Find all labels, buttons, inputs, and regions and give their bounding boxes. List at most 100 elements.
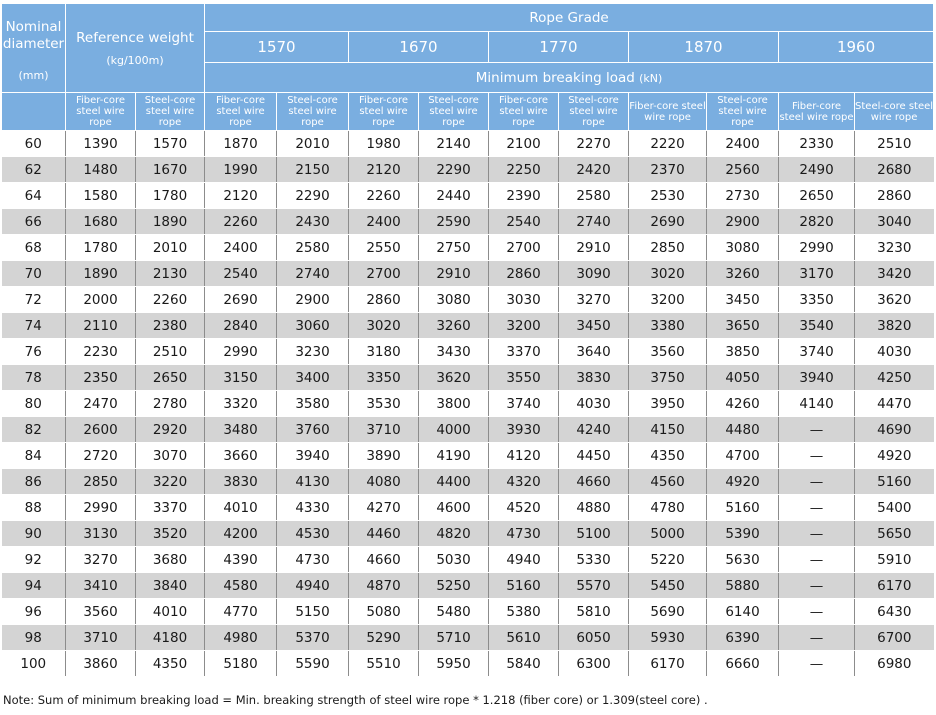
value-cell: 2920 <box>135 416 206 443</box>
diameter-cell: 94 <box>1 572 66 599</box>
value-cell: 2260 <box>135 286 206 313</box>
value-cell: 2590 <box>418 208 490 235</box>
value-cell: 6390 <box>706 624 780 651</box>
value-cell: 6050 <box>558 624 630 651</box>
value-cell: 4010 <box>135 598 206 625</box>
table-row: 92 3270 3680 4390 4730 4660 5030 4940 5330 5220 56… <box>1 546 934 573</box>
value-cell: 4030 <box>558 390 630 417</box>
value-cell: 2820 <box>778 208 856 235</box>
value-cell: 4660 <box>558 468 630 495</box>
value-cell: 3550 <box>488 364 560 391</box>
value-cell: 2700 <box>488 234 560 261</box>
value-cell: 6300 <box>558 650 630 677</box>
value-cell: 3480 <box>204 416 278 443</box>
value-cell: 3530 <box>348 390 420 417</box>
value-cell: 5160 <box>854 468 934 495</box>
g1570-fiber-core: Fiber-core steel wire rope <box>204 92 278 131</box>
diameter-cell: 60 <box>1 130 66 157</box>
reference-weight-unit: (kg/100m) <box>106 53 164 67</box>
value-cell: 3170 <box>778 260 856 287</box>
value-cell: 2110 <box>65 312 136 339</box>
value-cell: 5930 <box>628 624 708 651</box>
value-cell: 2220 <box>628 130 708 157</box>
value-cell: 4400 <box>418 468 490 495</box>
value-cell: 1780 <box>135 182 206 209</box>
value-cell: 3840 <box>135 572 206 599</box>
value-cell: 6430 <box>854 598 934 625</box>
value-cell: 4690 <box>854 416 934 443</box>
header-min-breaking-load: Minimum breaking load (kN) <box>204 62 935 93</box>
value-cell: — <box>778 442 856 469</box>
value-cell: 2000 <box>65 286 136 313</box>
value-cell: 4880 <box>558 494 630 521</box>
value-cell: 2690 <box>628 208 708 235</box>
value-cell: 3520 <box>135 520 206 547</box>
breaking-load-table: Nominal diameter (mm) Reference weight (… <box>1 3 935 677</box>
value-cell: 4140 <box>778 390 856 417</box>
value-cell: 4920 <box>706 468 780 495</box>
value-cell: 2900 <box>276 286 350 313</box>
value-cell: 3800 <box>418 390 490 417</box>
value-cell: 1580 <box>65 182 136 209</box>
value-cell: 2250 <box>488 156 560 183</box>
value-cell: 3200 <box>488 312 560 339</box>
value-cell: 5880 <box>706 572 780 599</box>
diameter-cell: 92 <box>1 546 66 573</box>
value-cell: 2010 <box>276 130 350 157</box>
value-cell: 3950 <box>628 390 708 417</box>
header-rope-grade: Rope Grade <box>204 3 935 32</box>
table-row: 80 2470 2780 3320 3580 3530 3800 3740 4030 3950 42… <box>1 390 934 417</box>
value-cell: 4660 <box>348 546 420 573</box>
value-cell: 1980 <box>348 130 420 157</box>
value-cell: 3130 <box>65 520 136 547</box>
value-cell: 2550 <box>348 234 420 261</box>
value-cell: 5840 <box>488 650 560 677</box>
value-cell: 2990 <box>65 494 136 521</box>
value-cell: — <box>778 650 856 677</box>
value-cell: 2490 <box>778 156 856 183</box>
value-cell: 1570 <box>135 130 206 157</box>
value-cell: 5590 <box>276 650 350 677</box>
diameter-cell: 66 <box>1 208 66 235</box>
header-reference-weight: Reference weight (kg/100m) <box>64 3 206 93</box>
value-cell: 2540 <box>488 208 560 235</box>
g1670-steel-core: Steel-core steel wire rope <box>418 92 490 131</box>
value-cell: 2740 <box>276 260 350 287</box>
value-cell: 4030 <box>854 338 934 365</box>
table-row: 96 3560 4010 4770 5150 5080 5480 5380 5810 5690 61… <box>1 598 934 625</box>
value-cell: 4480 <box>706 416 780 443</box>
value-cell: 2510 <box>135 338 206 365</box>
value-cell: 5650 <box>854 520 934 547</box>
value-cell: 3150 <box>204 364 278 391</box>
value-cell: 2840 <box>204 312 278 339</box>
value-cell: 1870 <box>204 130 278 157</box>
g1770-fiber-core: Fiber-core steel wire rope <box>488 92 560 131</box>
value-cell: 4180 <box>135 624 206 651</box>
value-cell: 3370 <box>488 338 560 365</box>
value-cell: 2350 <box>65 364 136 391</box>
value-cell: 3420 <box>854 260 934 287</box>
value-cell: 3230 <box>276 338 350 365</box>
value-cell: 4260 <box>706 390 780 417</box>
reference-weight-label: Reference weight <box>76 29 194 46</box>
value-cell: 5180 <box>204 650 278 677</box>
value-cell: 2530 <box>628 182 708 209</box>
value-cell: 3180 <box>348 338 420 365</box>
value-cell: — <box>778 546 856 573</box>
value-cell: 2420 <box>558 156 630 183</box>
g1960-steel-core: Steel-core steel wire rope <box>854 92 935 131</box>
table-row: 74 2110 2380 2840 3060 3020 3260 3200 3450 3380 36… <box>1 312 934 339</box>
value-cell: 2140 <box>418 130 490 157</box>
core-type-row: Fiber-core steel wire rope Steel-core st… <box>1 92 935 131</box>
value-cell: 2990 <box>778 234 856 261</box>
value-cell: 2440 <box>418 182 490 209</box>
table-row: 94 3410 3840 4580 4940 4870 5250 5160 5570 5450 58… <box>1 572 934 599</box>
value-cell: 3580 <box>276 390 350 417</box>
value-cell: 2740 <box>558 208 630 235</box>
value-cell: 2150 <box>276 156 350 183</box>
value-cell: 3270 <box>558 286 630 313</box>
value-cell: 5570 <box>558 572 630 599</box>
value-cell: 4200 <box>204 520 278 547</box>
value-cell: 2130 <box>135 260 206 287</box>
value-cell: 2700 <box>348 260 420 287</box>
